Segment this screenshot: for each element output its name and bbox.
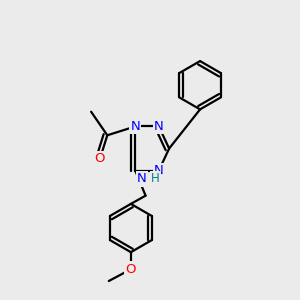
- Text: O: O: [95, 152, 105, 165]
- Text: O: O: [126, 263, 136, 276]
- Text: N: N: [154, 120, 164, 133]
- Text: N: N: [137, 172, 147, 185]
- Text: N: N: [154, 164, 164, 177]
- Text: N: N: [130, 120, 140, 133]
- Text: H: H: [151, 172, 160, 185]
